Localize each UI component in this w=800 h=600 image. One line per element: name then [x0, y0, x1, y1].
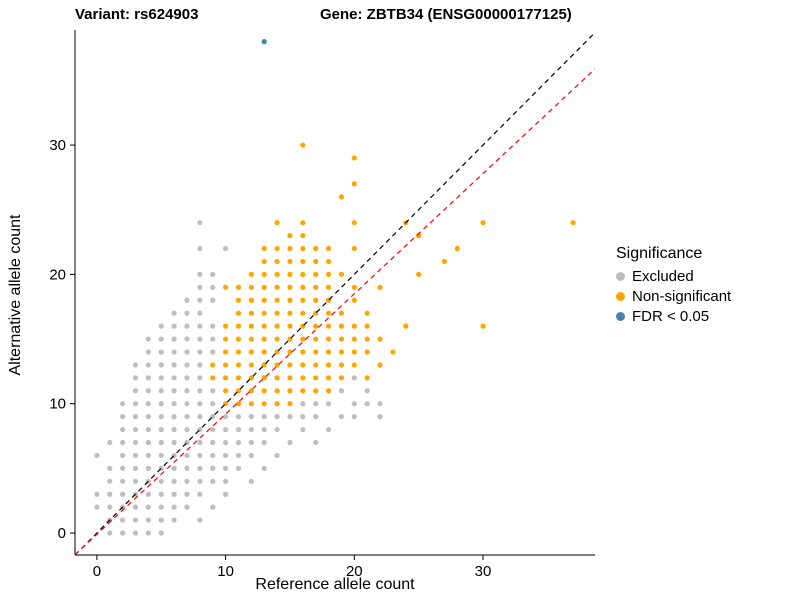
y-tick-label: 0: [58, 525, 66, 542]
legend-item-non-significant: Non-significant: [616, 288, 731, 305]
y-tick-label: 20: [49, 266, 66, 283]
series-non-significant-points: [210, 142, 576, 407]
legend-title: Significance: [616, 245, 703, 262]
legend-item-label: Excluded: [632, 268, 694, 285]
x-tick-label: 10: [217, 563, 234, 580]
x-axis-title: Reference allele count: [255, 576, 415, 593]
excluded-dot-icon: [616, 272, 625, 281]
y-tick-label: 30: [49, 137, 66, 154]
gene-title: Gene: ZBTB34 (ENSG00000177125): [320, 6, 572, 23]
variant-title: Variant: rs624903: [75, 6, 199, 23]
identity-line: [75, 32, 595, 555]
x-tick-label: 30: [475, 563, 492, 580]
y-tick-label: 10: [49, 396, 66, 413]
series-fdr-0-05-points: [261, 39, 267, 45]
x-tick-label: 20: [346, 563, 363, 580]
legend-item-label: FDR < 0.05: [632, 308, 710, 325]
fdr-dot-icon: [616, 312, 625, 321]
series-excluded-points: [94, 220, 383, 536]
legend-item-excluded: Excluded: [616, 268, 731, 285]
axes: [74, 30, 595, 556]
y-axis-title: Alternative allele count: [7, 214, 24, 376]
regression-line: [75, 68, 595, 555]
axis-ticks: 0 10 20 30 0 10 20 30: [49, 137, 491, 580]
legend-item-label: Non-significant: [632, 288, 732, 305]
legend-item-fdr: FDR < 0.05: [616, 308, 731, 325]
non-significant-dot-icon: [616, 292, 625, 301]
significance-legend: Significance Excluded Non-significant FD…: [616, 245, 731, 328]
x-tick-label: 0: [93, 563, 101, 580]
